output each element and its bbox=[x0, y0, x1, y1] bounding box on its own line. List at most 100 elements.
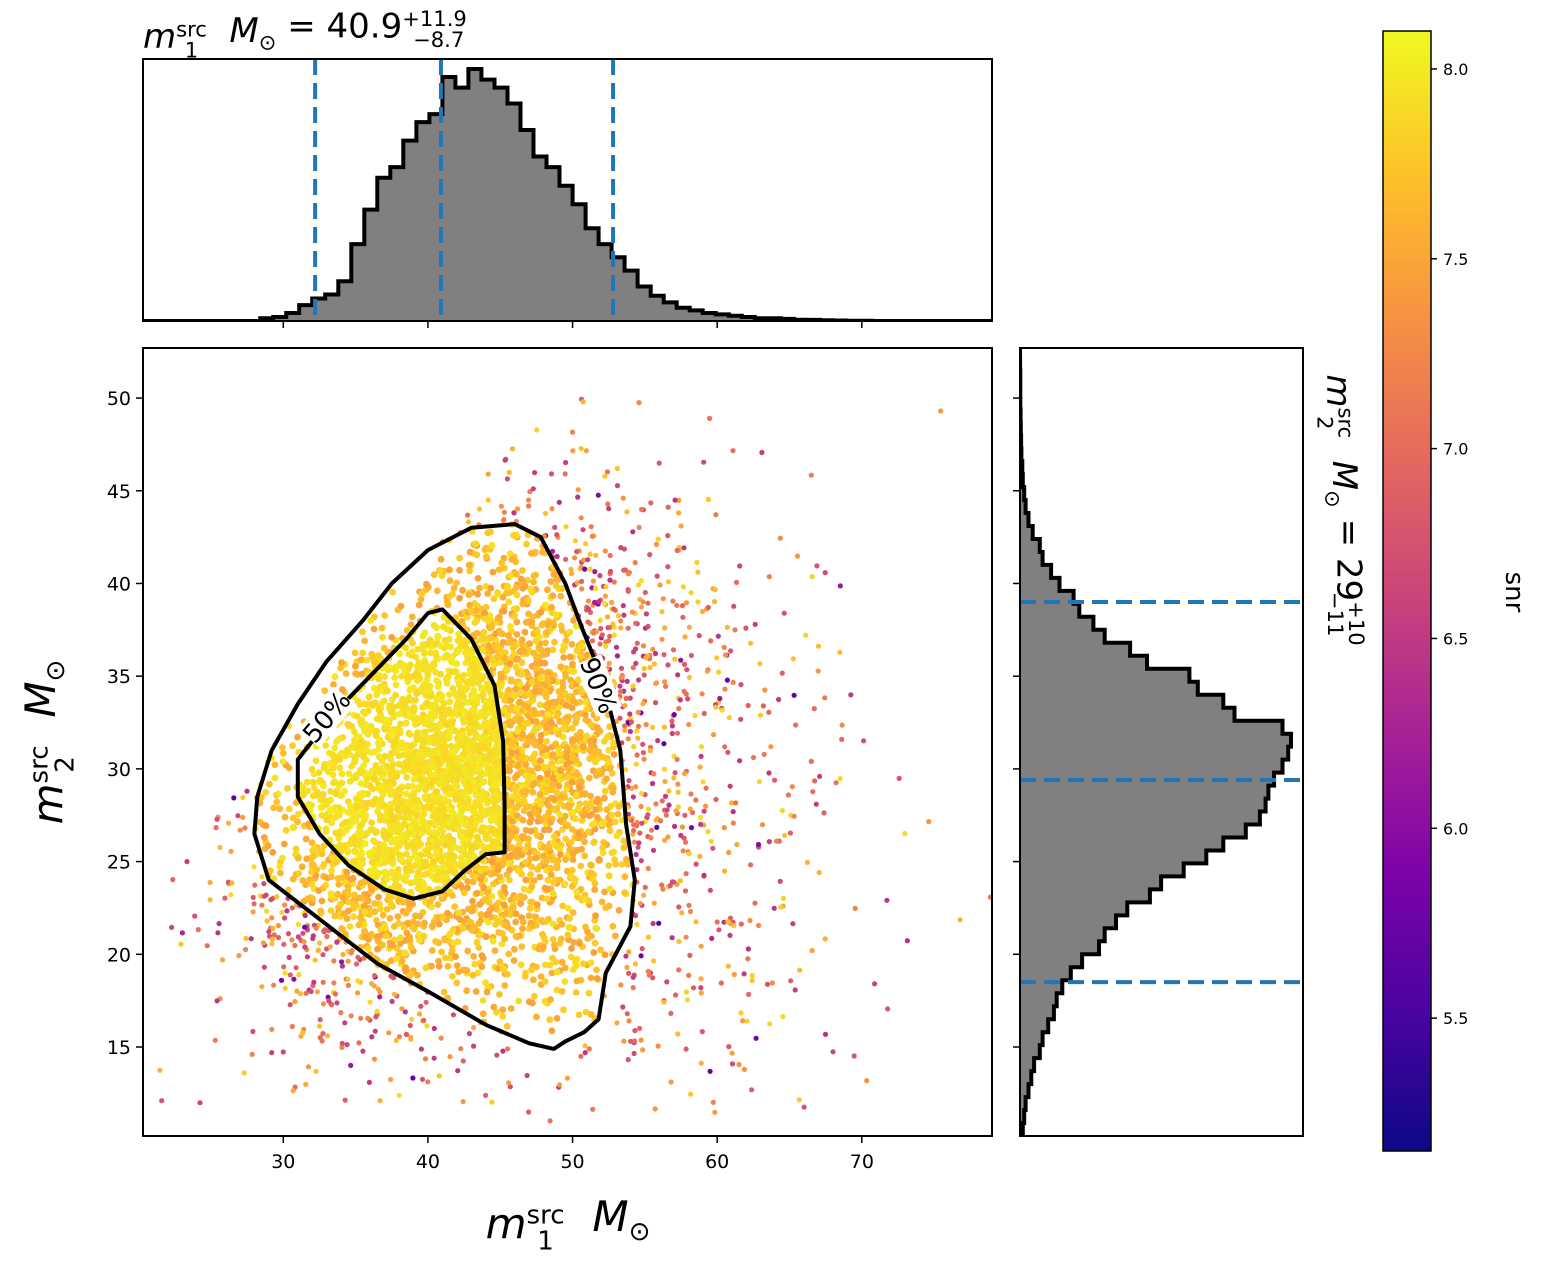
scatter-point bbox=[540, 843, 548, 851]
scatter-point bbox=[438, 948, 445, 956]
scatter-point bbox=[987, 894, 992, 900]
scatter-point bbox=[506, 550, 514, 558]
scatter-point bbox=[429, 813, 437, 820]
scatter-point bbox=[289, 1023, 295, 1030]
scatter-point bbox=[542, 510, 549, 516]
scatter-point bbox=[575, 1011, 583, 1019]
scatter-point bbox=[694, 559, 700, 566]
scatter-point bbox=[503, 666, 511, 673]
scatter-point bbox=[550, 764, 557, 772]
scatter-point bbox=[587, 974, 595, 982]
scatter-point bbox=[352, 670, 359, 677]
scatter-point bbox=[636, 400, 642, 406]
scatter-point bbox=[397, 602, 405, 610]
scatter-point bbox=[296, 972, 302, 978]
scatter-point bbox=[453, 660, 461, 667]
scatter-point bbox=[287, 972, 293, 978]
scatter-point bbox=[284, 908, 290, 914]
scatter-point bbox=[585, 774, 593, 782]
scatter-point bbox=[240, 814, 246, 821]
label-upper-error: +11.9 bbox=[402, 6, 467, 31]
scatter-point bbox=[493, 643, 501, 651]
scatter-point bbox=[586, 746, 594, 754]
scatter-point bbox=[413, 812, 421, 820]
scatter-point bbox=[526, 1109, 532, 1115]
scatter-point bbox=[295, 810, 302, 818]
scatter-point bbox=[589, 767, 597, 775]
scatter-point bbox=[615, 613, 622, 619]
scatter-point bbox=[496, 873, 504, 881]
scatter-point bbox=[790, 656, 796, 662]
scatter-point bbox=[360, 921, 368, 929]
scatter-point bbox=[766, 839, 772, 845]
scatter-point bbox=[416, 936, 423, 944]
scatter-point bbox=[359, 628, 366, 636]
scatter-point bbox=[640, 701, 646, 707]
scatter-point bbox=[675, 1031, 681, 1037]
scatter-point bbox=[576, 783, 583, 791]
scatter-point bbox=[338, 659, 345, 666]
scatter-point bbox=[417, 595, 425, 603]
scatter-point bbox=[779, 670, 785, 676]
scatter-point bbox=[938, 408, 944, 414]
scatter-point bbox=[696, 633, 702, 639]
scatter-point bbox=[561, 812, 569, 820]
scatter-point bbox=[339, 1044, 345, 1050]
scatter-point bbox=[526, 855, 534, 862]
scatter-point bbox=[411, 878, 418, 886]
scatter-point bbox=[621, 612, 627, 618]
scatter-point bbox=[704, 668, 711, 674]
scatter-point bbox=[370, 837, 377, 844]
scatter-point bbox=[414, 645, 422, 653]
scatter-point bbox=[519, 754, 526, 762]
scatter-point bbox=[564, 717, 572, 724]
scatter-point bbox=[534, 764, 542, 772]
scatter-point bbox=[436, 781, 444, 788]
scatter-point bbox=[507, 572, 515, 580]
scatter-point bbox=[711, 599, 718, 605]
scatter-point bbox=[360, 902, 368, 910]
scatter-point bbox=[450, 825, 458, 833]
scatter-point bbox=[506, 866, 513, 874]
scatter-point bbox=[712, 586, 718, 593]
scatter-point bbox=[395, 882, 403, 890]
scatter-point bbox=[266, 867, 274, 875]
scatter-point bbox=[252, 882, 258, 888]
scatter-point bbox=[554, 968, 561, 976]
scatter-point bbox=[589, 638, 596, 644]
scatter-point bbox=[680, 614, 686, 620]
scatter-point bbox=[494, 614, 502, 622]
scatter-point bbox=[619, 674, 625, 680]
scatter-point bbox=[490, 1003, 498, 1011]
scatter-point bbox=[659, 882, 665, 888]
scatter-point bbox=[755, 841, 762, 848]
scatter-point bbox=[460, 693, 467, 701]
scatter-point bbox=[496, 805, 503, 813]
scatter-point bbox=[624, 964, 630, 971]
scatter-point bbox=[512, 715, 520, 723]
scatter-point bbox=[833, 780, 839, 786]
scatter-point bbox=[653, 817, 659, 823]
scatter-point bbox=[437, 567, 445, 575]
scatter-point bbox=[526, 810, 534, 818]
scatter-point bbox=[289, 875, 297, 883]
scatter-point bbox=[518, 670, 526, 678]
scatter-point bbox=[626, 970, 632, 976]
scatter-point bbox=[170, 877, 176, 883]
scatter-point bbox=[777, 878, 783, 884]
scatter-point bbox=[864, 1078, 870, 1084]
scatter-point bbox=[471, 960, 479, 968]
scatter-point bbox=[671, 753, 677, 759]
scatter-point bbox=[640, 599, 646, 605]
scatter-point bbox=[391, 991, 397, 997]
scatter-point bbox=[319, 790, 327, 798]
scatter-point bbox=[584, 828, 592, 835]
scatter-point bbox=[563, 459, 569, 466]
scatter-point bbox=[812, 778, 818, 784]
scatter-point bbox=[308, 988, 314, 995]
scatter-point bbox=[450, 819, 458, 827]
scatter-point bbox=[525, 597, 532, 605]
scatter-point bbox=[365, 849, 373, 857]
scatter-point bbox=[506, 876, 513, 884]
scatter-point bbox=[557, 817, 564, 824]
